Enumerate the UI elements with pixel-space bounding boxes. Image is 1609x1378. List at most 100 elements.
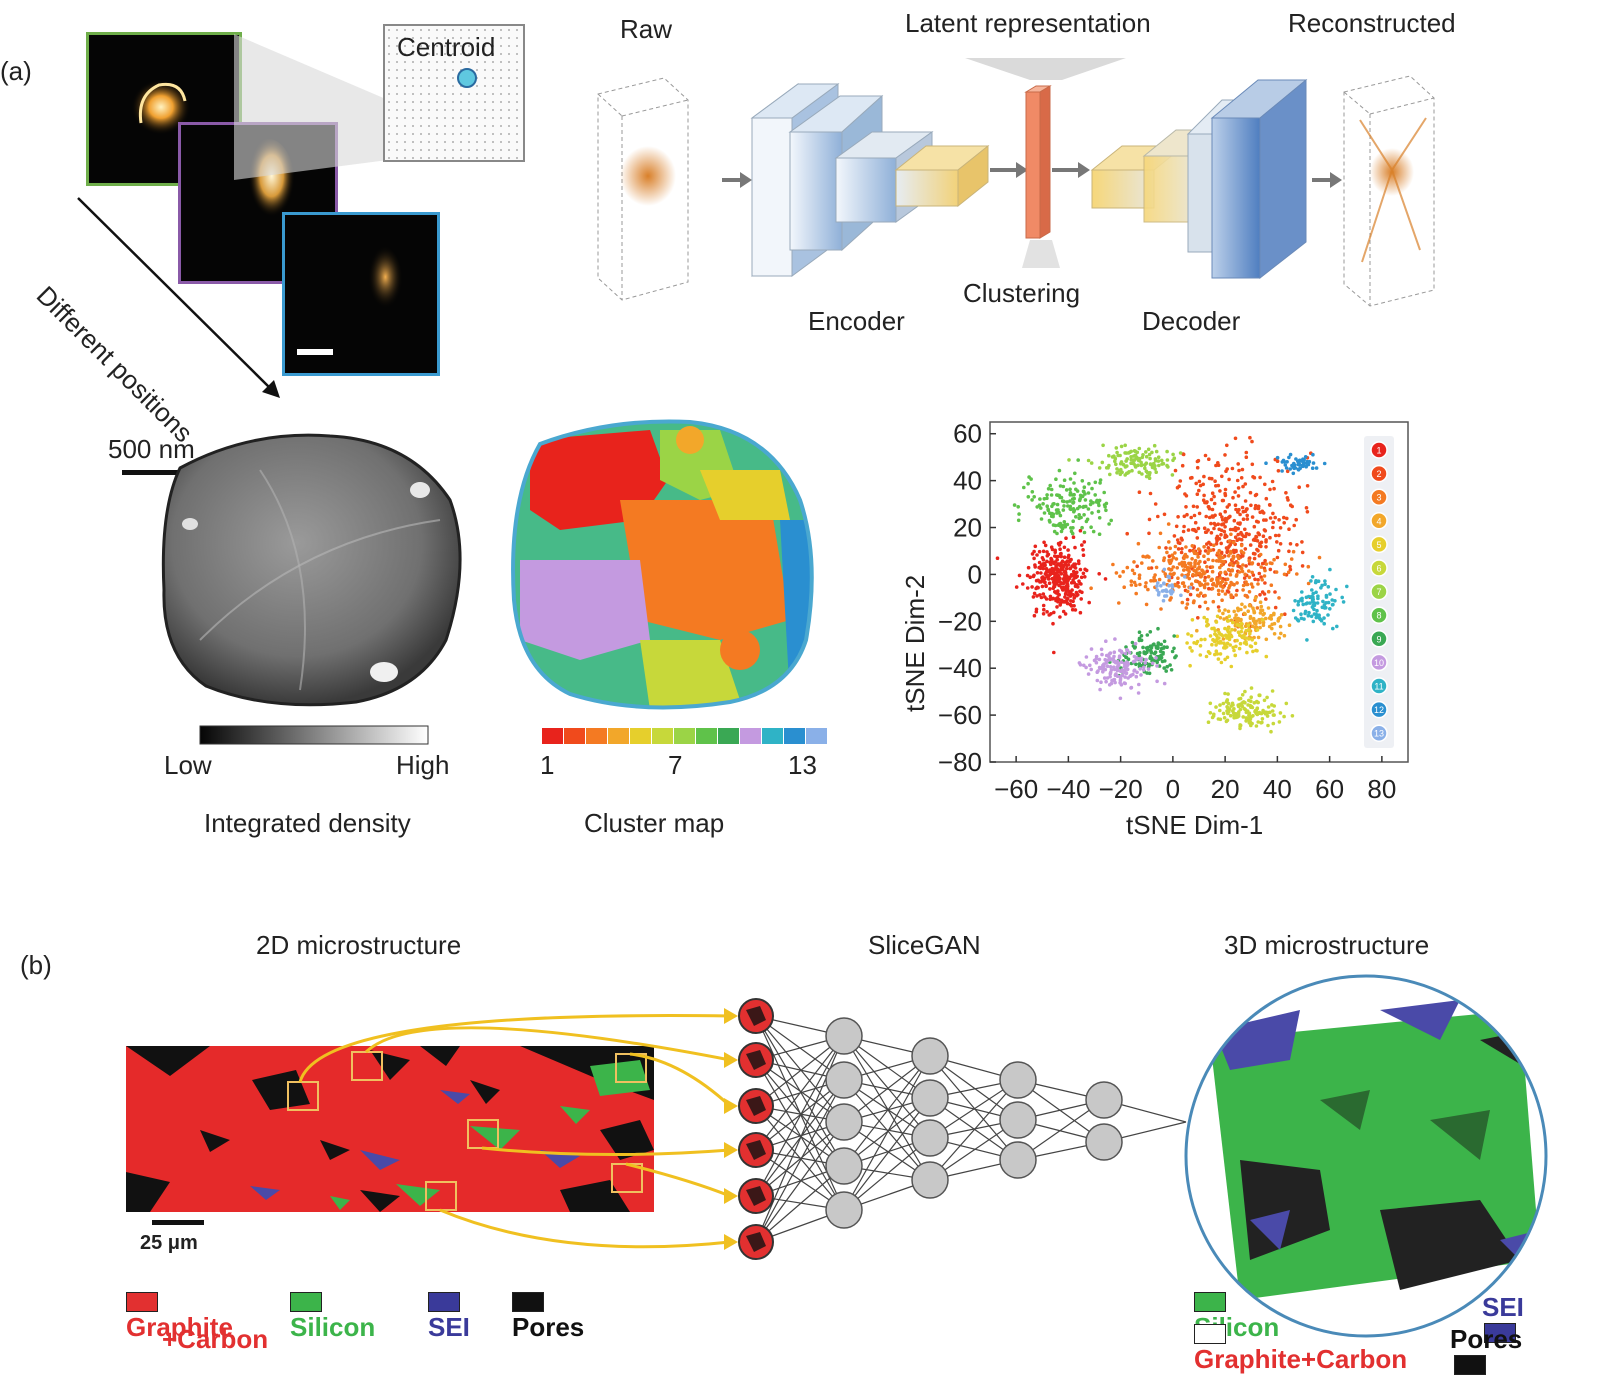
tsne-point: [1149, 649, 1153, 654]
tsne-point: [1252, 635, 1256, 640]
tsne-point: [1063, 592, 1068, 596]
tsne-point: [1045, 496, 1049, 501]
tsne-point: [1252, 475, 1257, 480]
tsne-point: [1253, 577, 1257, 582]
tsne-point: [1162, 512, 1167, 517]
tsne-point: [1073, 471, 1077, 476]
tsne-point: [1269, 729, 1273, 734]
tsne-point: [1108, 651, 1113, 655]
tsne-point: [1249, 705, 1253, 709]
tsne-point: [1056, 523, 1061, 527]
tsne-point: [1227, 568, 1231, 572]
tsne-point: [1226, 609, 1231, 614]
tsne-legend-label: 7: [1376, 587, 1381, 597]
tsne-point: [1181, 556, 1186, 560]
tsne-point: [1045, 574, 1050, 579]
tsne-point: [1057, 510, 1061, 515]
tsne-point: [1066, 593, 1071, 597]
tsne-point: [1035, 585, 1039, 590]
tsne-point: [1095, 670, 1099, 674]
tsne-point: [1180, 564, 1185, 568]
nn-input-node: [738, 1132, 774, 1168]
tsne-point: [1065, 500, 1069, 504]
nn-input-patch: [746, 1096, 766, 1116]
tsne-point: [1050, 513, 1054, 517]
tsne-point: [1146, 648, 1150, 652]
tsne-point: [1117, 469, 1122, 473]
tsne-point: [1068, 487, 1072, 492]
tsne-point: [1119, 660, 1124, 664]
tsne-point: [1222, 529, 1227, 534]
nn-edge: [755, 1015, 845, 1211]
tsne-point: [1271, 511, 1275, 516]
tsne-point: [1140, 455, 1145, 460]
tsne-point: [1117, 601, 1121, 605]
tsne-point: [1207, 549, 1211, 553]
tsne-point: [1244, 507, 1249, 512]
tsne-point: [1062, 545, 1067, 550]
tsne-point: [1050, 570, 1054, 574]
tsne-point: [1139, 659, 1143, 663]
tsne-point: [1221, 498, 1226, 503]
scalebar-500nm: [122, 470, 182, 475]
tsne-point: [1073, 545, 1077, 550]
tsne-point: [1121, 462, 1126, 467]
tsne-point: [1191, 504, 1196, 509]
tsne-point: [1244, 716, 1248, 720]
tsne-point: [1225, 641, 1230, 646]
tsne-point: [1256, 506, 1261, 511]
tsne-point: [1153, 573, 1157, 577]
tsne-point: [1297, 458, 1302, 463]
tsne-point: [1065, 598, 1069, 602]
tsne-point: [1203, 453, 1208, 458]
nn-edge: [755, 1165, 845, 1243]
tsne-point: [1135, 455, 1139, 460]
tsne-point: [1314, 590, 1318, 595]
tsne-point: [1268, 487, 1272, 492]
tsne-point: [1052, 502, 1056, 506]
tsne-point: [1261, 623, 1266, 628]
tsne-point: [1210, 569, 1215, 574]
tsne-point: [1244, 455, 1249, 460]
tsne-point: [1103, 505, 1107, 509]
tsne-point: [1258, 475, 1262, 480]
nn-edge: [755, 1105, 845, 1211]
tsne-point: [1044, 573, 1049, 578]
tsne-point: [1217, 555, 1221, 559]
tsne-point: [1028, 575, 1032, 579]
tsne-point: [1029, 477, 1033, 481]
tsne-point: [1144, 450, 1148, 454]
tsne-point: [1234, 574, 1239, 578]
tsne-point: [1252, 701, 1257, 705]
tsne-point: [1239, 621, 1244, 626]
tsne-point: [1119, 683, 1124, 687]
tsne-point: [1059, 567, 1063, 572]
tsne-point: [1154, 470, 1158, 475]
tsne-point: [1234, 613, 1238, 617]
tsne-point: [1162, 639, 1167, 644]
tsne-point: [1133, 645, 1137, 649]
nn-edge: [843, 1035, 931, 1057]
tsne-point: [1218, 652, 1223, 656]
tsne-point: [1094, 500, 1099, 504]
tsne-point: [1277, 596, 1281, 600]
nn-edge: [755, 1105, 845, 1123]
tsne-point: [1152, 575, 1156, 580]
tsne-point: [1162, 681, 1167, 686]
tsne-point: [1056, 599, 1060, 604]
tsne-point: [1104, 679, 1108, 684]
tsne-point: [1169, 668, 1174, 672]
legend-label: SEI: [1482, 1292, 1524, 1322]
tsne-point: [1210, 476, 1214, 481]
tsne-point: [1285, 516, 1289, 521]
tsne-point: [1172, 646, 1176, 651]
diffraction-scale-bar: [297, 349, 333, 355]
tsne-point: [1264, 597, 1268, 601]
tsne-point: [1237, 468, 1241, 473]
tsne-point: [1204, 500, 1209, 505]
nn-edge: [755, 1035, 845, 1107]
tsne-point: [1223, 570, 1227, 574]
tsne-point: [1236, 712, 1241, 716]
tsne-point: [1275, 540, 1279, 544]
tsne-point: [1262, 528, 1267, 532]
